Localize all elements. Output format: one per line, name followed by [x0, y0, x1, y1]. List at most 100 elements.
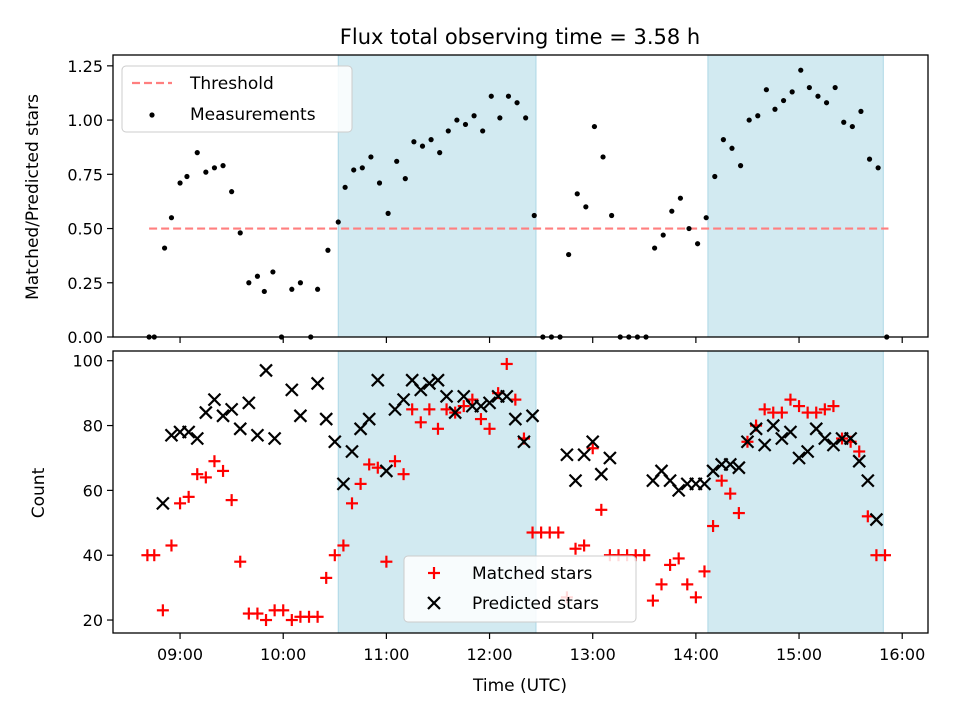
predicted-star-stroke [809, 422, 824, 436]
predicted-star-point [594, 467, 609, 481]
matched-star-point [363, 458, 376, 471]
measurement-point [600, 154, 606, 160]
measurement-point [402, 176, 408, 182]
matched-star-point [234, 555, 247, 568]
measurement-point [694, 241, 701, 247]
measurement-point [211, 165, 218, 171]
predicted-star-point [439, 389, 454, 404]
predicted-star-stroke [413, 383, 428, 397]
top-shaded-interval [707, 55, 884, 337]
measurement-point [806, 84, 812, 91]
predicted-star-stroke [207, 392, 222, 407]
predicted-star-point [577, 447, 591, 462]
measurement-point [428, 137, 434, 143]
predicted-star-stroke [749, 422, 763, 436]
measurement-point [583, 204, 589, 210]
predicted-star-stroke [285, 383, 299, 397]
predicted-star-point [259, 363, 273, 378]
matched-star-point [879, 549, 892, 562]
matched-star-point [423, 403, 436, 416]
predicted-star-point [199, 405, 213, 420]
predicted-star-point [156, 496, 170, 511]
bottom-ytick-label: 80 [83, 417, 103, 436]
measurement-point [445, 128, 451, 134]
measurement-point [351, 167, 357, 173]
matched-star-point [818, 403, 831, 416]
predicted-star-point [792, 451, 806, 465]
predicted-star-point [396, 392, 411, 407]
predicted-star-stroke [439, 389, 454, 404]
predicted-star-stroke [482, 396, 497, 410]
predicted-star-stroke [671, 483, 686, 498]
matched-star-point [174, 497, 187, 510]
predicted-star-point [525, 409, 540, 423]
measurement-point [220, 163, 226, 169]
matched-star-point [148, 549, 161, 562]
matched-star-point [586, 442, 599, 455]
matched-star-point [328, 549, 341, 562]
predicted-star-point [164, 428, 179, 443]
predicted-star-point [371, 373, 385, 387]
top-axes-frame [112, 54, 929, 338]
measurement-point [385, 210, 391, 216]
matched-star-point [474, 413, 487, 426]
matched-star-point [406, 403, 419, 416]
predicted-star-stroke [826, 438, 841, 452]
predicted-star-point [285, 383, 299, 397]
predicted-star-stroke [431, 373, 445, 387]
matched-star-point [483, 422, 496, 435]
predicted-star-point [852, 454, 867, 468]
matched-star-point [431, 422, 444, 435]
bottom-xtick-label: 13:00 [570, 645, 616, 664]
predicted-star-point [474, 399, 488, 413]
predicted-star-point [826, 438, 841, 452]
predicted-star-point [800, 444, 815, 459]
predicted-star-stroke [603, 451, 617, 465]
top-chart-ylabel: Matched/Predicted stars [23, 94, 43, 300]
matched-star-point [260, 614, 273, 627]
matched-star-point [337, 539, 350, 552]
bottom-axes-frame [112, 350, 929, 634]
predicted-star-point [448, 405, 462, 420]
predicted-star-point [783, 425, 798, 439]
bottom-chart-ylabel: Count [29, 467, 49, 518]
measurement-point [746, 117, 752, 123]
predicted-star-stroke [517, 434, 531, 449]
matched-star-point [758, 403, 771, 416]
measurement-point [755, 113, 761, 119]
predicted-star-stroke [852, 454, 867, 468]
measurement-point [652, 245, 658, 251]
predicted-star-point [508, 412, 523, 426]
measurement-point [875, 165, 881, 171]
predicted-star-point [431, 373, 445, 387]
measurement-point [849, 123, 855, 130]
measurement-point [832, 84, 838, 91]
measurement-point [454, 117, 460, 123]
predicted-star-point [706, 464, 720, 478]
measurement-point [497, 115, 503, 121]
matched-star-point [793, 400, 806, 413]
measurement-point [254, 273, 261, 279]
matched-star-point [784, 393, 797, 406]
matched-star-point [655, 578, 668, 591]
matched-star-point [646, 594, 659, 607]
measurement-point [261, 288, 267, 295]
predicted-star-stroke [594, 467, 609, 481]
matched-star-point [698, 565, 711, 578]
predicted-star-stroke [654, 464, 669, 478]
matched-star-point [689, 591, 702, 604]
measurement-point [566, 251, 572, 258]
matched-star-point [199, 471, 212, 484]
measurement-point [523, 115, 529, 121]
measurement-point [609, 212, 615, 219]
predicted-star-point [362, 412, 376, 426]
predicted-star-stroke [861, 473, 875, 488]
predicted-star-stroke [371, 373, 385, 387]
predicted-star-stroke [319, 412, 333, 426]
predicted-star-stroke [259, 363, 273, 378]
predicted-star-stroke [181, 425, 196, 439]
matched-star-point [578, 539, 591, 552]
predicted-star-stroke [224, 402, 239, 417]
measurement-point [686, 225, 692, 232]
predicted-star-point [585, 434, 600, 449]
